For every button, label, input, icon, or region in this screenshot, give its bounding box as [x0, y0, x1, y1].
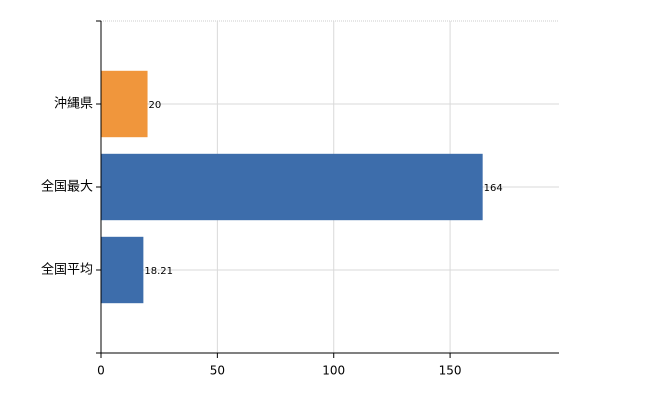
- value-label: 18.21: [144, 266, 173, 277]
- x-tick-label: 150: [439, 364, 462, 378]
- x-tick-label: 0: [97, 364, 105, 378]
- y-tick-label: 全国平均: [41, 262, 93, 278]
- x-tick-label: 50: [210, 364, 225, 378]
- bar: [101, 236, 144, 304]
- bar: [101, 153, 483, 221]
- value-label: 20: [149, 100, 162, 111]
- y-tick-label: 全国最大: [41, 179, 93, 195]
- value-label: 164: [484, 183, 503, 194]
- y-tick-label: 沖縄県: [54, 97, 93, 112]
- bar: [101, 70, 148, 138]
- x-tick-label: 100: [322, 364, 345, 378]
